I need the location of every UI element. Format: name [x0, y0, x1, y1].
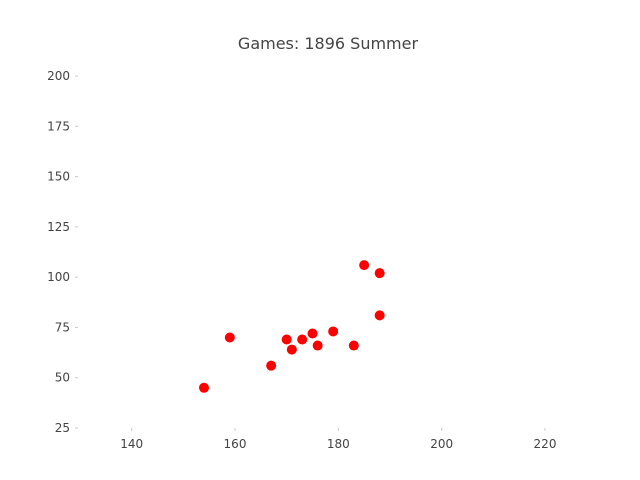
data-point [307, 328, 318, 339]
data-point [374, 310, 385, 321]
data-point [286, 344, 297, 355]
y-tick-label: 200 [47, 69, 70, 83]
y-tick-label: 75 [55, 320, 70, 334]
data-point [374, 268, 385, 279]
x-tick-label: 140 [120, 437, 143, 451]
y-axis: 25 50 75 100 125 150 175 200 [47, 69, 78, 435]
x-tick-label: 160 [224, 437, 247, 451]
chart-title: Games: 1896 Summer [238, 34, 419, 53]
x-tick-label: 200 [430, 437, 453, 451]
y-tick-label: 125 [47, 220, 70, 234]
y-tick-label: 175 [47, 119, 70, 133]
data-point [281, 334, 292, 345]
y-tick-label: 100 [47, 270, 70, 284]
x-tick-label: 180 [327, 437, 350, 451]
data-points [199, 260, 385, 393]
data-point [266, 360, 277, 371]
data-point [312, 340, 323, 351]
data-point [297, 334, 308, 345]
x-axis: 140 160 180 200 220 [120, 428, 556, 451]
data-point [328, 326, 339, 337]
data-point [359, 260, 370, 271]
y-tick-label: 25 [55, 421, 70, 435]
data-point [224, 332, 235, 343]
y-tick-label: 150 [47, 170, 70, 184]
data-point [348, 340, 359, 351]
y-tick-label: 50 [55, 371, 70, 385]
data-point [199, 382, 209, 393]
x-tick-label: 220 [534, 437, 557, 451]
